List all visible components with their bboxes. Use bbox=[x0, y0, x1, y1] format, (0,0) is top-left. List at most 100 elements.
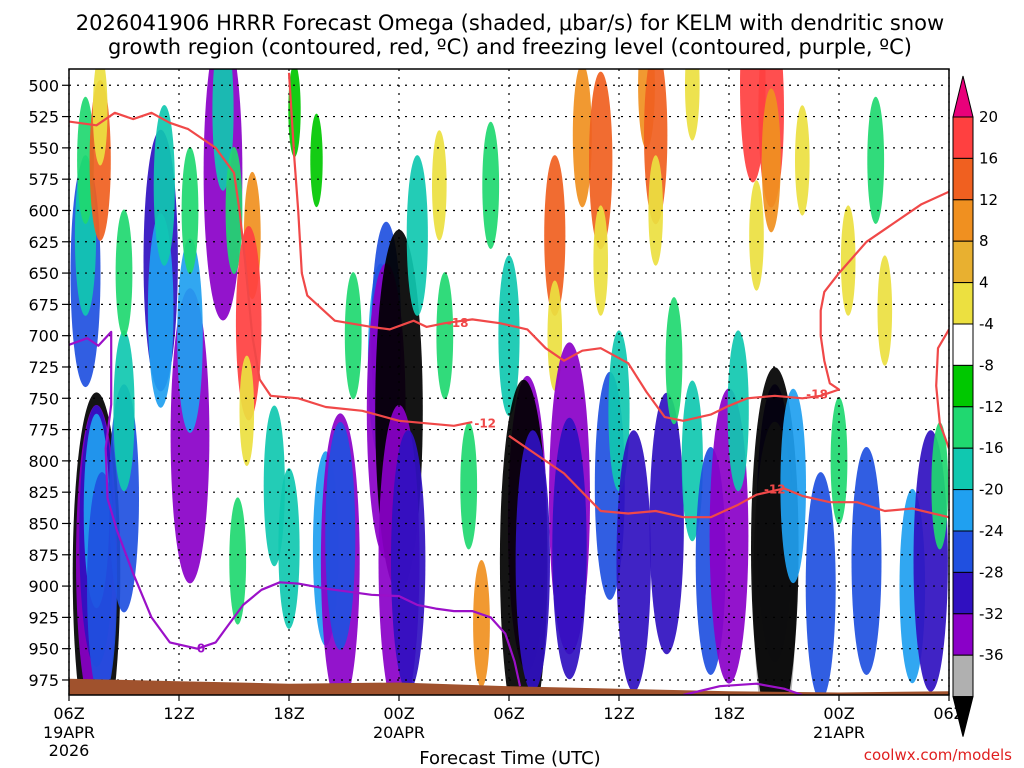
x-tick-label-7: 00Z bbox=[823, 704, 854, 723]
y-tick-label-10: 750 bbox=[28, 389, 59, 408]
omega-cell-28 bbox=[288, 69, 301, 158]
y-tick-label-15: 875 bbox=[28, 546, 59, 565]
omega-cell-53 bbox=[552, 417, 587, 680]
omega-cell-33 bbox=[344, 272, 362, 400]
x-tick-label-5: 12Z bbox=[603, 704, 634, 723]
colorbar-label-9: -20 bbox=[979, 481, 1004, 499]
y-tick-label-5: 625 bbox=[28, 233, 59, 252]
purple-contour-0 bbox=[69, 330, 522, 687]
omega-cell-27 bbox=[278, 468, 300, 629]
x-tick-date-3: 20APR bbox=[373, 723, 425, 742]
omega-cell-51 bbox=[547, 280, 563, 391]
colorbar-label-12: -32 bbox=[979, 605, 1004, 623]
y-tick-label-13: 825 bbox=[28, 483, 59, 502]
omega-cell-11 bbox=[113, 330, 135, 492]
colorbar-box-9 bbox=[952, 447, 974, 491]
y-tick-label-0: 500 bbox=[28, 76, 59, 95]
colorbar-box-4 bbox=[952, 240, 974, 284]
x-tick-label-6: 18Z bbox=[713, 704, 744, 723]
freezing-level-contours bbox=[69, 330, 803, 695]
x-axis-title: Forecast Time (UTC) bbox=[419, 748, 600, 768]
colorbar-box-8 bbox=[952, 406, 974, 449]
y-tick-label-7: 675 bbox=[28, 295, 59, 314]
x-tick-label-0: 06Z bbox=[53, 704, 84, 723]
x-tick-label-1: 12Z bbox=[163, 704, 194, 723]
colorbar: 20 16 12 8 4 -4 -8 -12 -16 -20 -24 -28 -32 -36 bbox=[952, 75, 1004, 737]
omega-cell-43 bbox=[460, 422, 478, 550]
colorbar-box-6 bbox=[952, 323, 974, 366]
colorbar-box-7 bbox=[952, 364, 974, 408]
omega-cell-80 bbox=[830, 397, 848, 525]
colorbar-box-2 bbox=[952, 157, 974, 201]
omega-cell-64 bbox=[665, 297, 683, 425]
y-tick-label-6: 650 bbox=[28, 264, 59, 283]
omega-cell-77 bbox=[780, 388, 806, 584]
terrain bbox=[69, 678, 949, 695]
x-tick-date-0: 19APR bbox=[43, 723, 95, 742]
omega-shading bbox=[70, 69, 949, 695]
omega-cell-81 bbox=[840, 205, 856, 316]
grid-lines bbox=[68, 69, 950, 695]
omega-cell-9 bbox=[92, 69, 108, 166]
omega-cell-20 bbox=[212, 69, 234, 191]
colorbar-top-triangle bbox=[952, 75, 974, 118]
omega-cell-44 bbox=[473, 560, 490, 688]
omega-cell-7 bbox=[77, 96, 94, 224]
y-tick-label-14: 850 bbox=[28, 515, 59, 534]
colorbar-label-7: -12 bbox=[979, 398, 1004, 416]
red-contour-label-0: -18 bbox=[447, 316, 469, 330]
colorbar-label-2: 12 bbox=[979, 191, 998, 209]
omega-cell-78 bbox=[795, 105, 810, 216]
omega-cell-50 bbox=[544, 155, 566, 316]
y-tick-label-4: 600 bbox=[28, 202, 59, 221]
colorbar-label-4: 4 bbox=[979, 274, 989, 292]
colorbar-box-12 bbox=[952, 571, 974, 615]
omega-cell-12 bbox=[115, 209, 133, 337]
red-contour-label-3: -12 bbox=[764, 483, 786, 497]
colorbar-bottom-triangle bbox=[952, 696, 974, 737]
x-tick-label-2: 18Z bbox=[273, 704, 304, 723]
y-tick-label-9: 725 bbox=[28, 358, 59, 377]
red-contour-label-1: -12 bbox=[474, 416, 496, 430]
credit-text: coolwx.com/models bbox=[864, 746, 1012, 764]
y-tick-label-11: 775 bbox=[28, 421, 59, 440]
omega-cell-66 bbox=[685, 69, 700, 141]
x-tick-label-3: 00Z bbox=[383, 704, 414, 723]
omega-cell-62 bbox=[648, 155, 663, 266]
omega-cell-54 bbox=[572, 69, 592, 208]
colorbar-box-1 bbox=[952, 116, 974, 159]
y-tick-label-3: 575 bbox=[28, 170, 59, 189]
red-contour-4 bbox=[935, 328, 949, 449]
x-tick-date-7: 21APR bbox=[813, 723, 865, 742]
colorbar-label-13: -36 bbox=[979, 646, 1004, 664]
colorbar-label-8: -16 bbox=[979, 439, 1004, 457]
contour-labels: -18 -12 -18 -12 0 bbox=[197, 316, 828, 656]
omega-cell-63 bbox=[649, 392, 684, 655]
red-contour-label-2: -18 bbox=[806, 388, 828, 402]
omega-cell-42 bbox=[436, 272, 454, 400]
omega-cell-73 bbox=[749, 180, 764, 291]
omega-cell-29 bbox=[310, 113, 323, 208]
colorbar-box-10 bbox=[952, 489, 974, 532]
omega-cell-56 bbox=[593, 205, 608, 316]
y-axis: 500 525 550 575 600 625 650 675 700 725 750 775 800 8… bbox=[28, 76, 69, 690]
purple-contour-1 bbox=[682, 682, 803, 695]
colorbar-label-3: 8 bbox=[979, 232, 989, 250]
chart-title-line-1: 2026041906 HRRR Forecast Omega (shaded, … bbox=[76, 11, 944, 35]
omega-cell-79 bbox=[805, 472, 836, 695]
y-tick-label-19: 975 bbox=[28, 671, 59, 690]
colorbar-label-11: -28 bbox=[979, 563, 1004, 581]
omega-cell-72 bbox=[761, 88, 781, 233]
x-tick-year-0: 2026 bbox=[49, 741, 90, 760]
y-tick-label-17: 925 bbox=[28, 608, 59, 627]
omega-cell-82 bbox=[851, 447, 882, 675]
omega-cell-69 bbox=[727, 330, 749, 492]
colorbar-label-0: 20 bbox=[979, 108, 998, 126]
omega-cell-15 bbox=[153, 104, 175, 266]
colorbar-label-1: 16 bbox=[979, 149, 998, 167]
colorbar-box-5 bbox=[952, 282, 974, 325]
omega-cell-32 bbox=[325, 422, 356, 650]
chart-title-line-2: growth region (contoured, red, ºC) and f… bbox=[108, 35, 912, 59]
y-tick-label-8: 700 bbox=[28, 327, 59, 346]
